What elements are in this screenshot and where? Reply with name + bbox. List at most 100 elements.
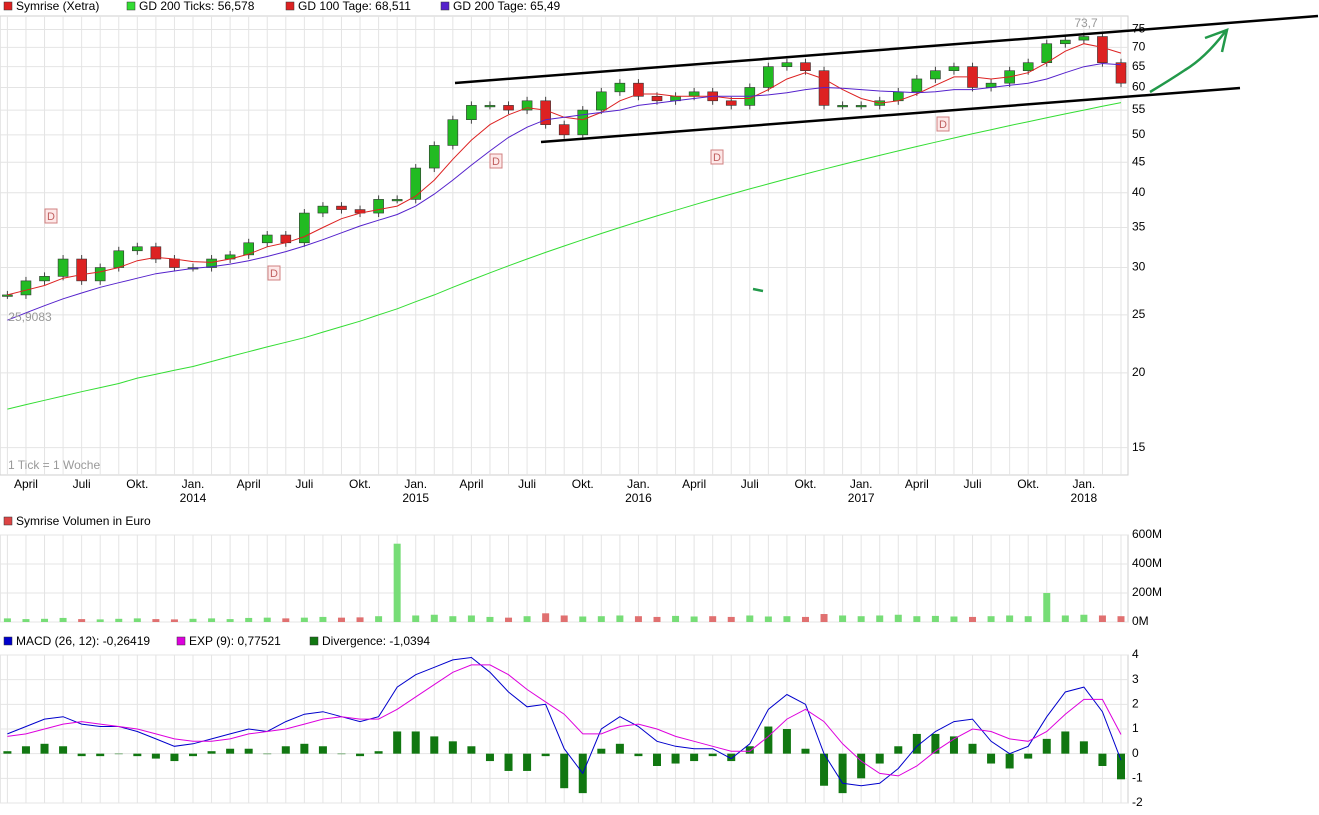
candle [206, 258, 217, 268]
bar [21, 746, 30, 754]
bar [448, 741, 457, 754]
x-tick-label: Jan. [1073, 477, 1096, 491]
candle [911, 78, 923, 93]
legend-label: Symrise (Xetra) [16, 0, 99, 13]
candle [113, 250, 125, 268]
candle [132, 246, 143, 252]
candle [1060, 39, 1071, 45]
volume-bar [282, 618, 290, 622]
dividend-box [267, 265, 281, 281]
x-tick-label: Juli [741, 477, 759, 491]
x-year-label: 2014 [180, 491, 207, 505]
bar [393, 731, 402, 754]
bar [77, 753, 86, 757]
x-tick-label: Jan. [850, 477, 873, 491]
legend-swatch [440, 1, 450, 11]
x-year-label: 2016 [625, 491, 652, 505]
bar [653, 753, 661, 766]
x-tick-label: Juli [295, 477, 313, 491]
legend-label: MACD (26, 12): -0,26419 [16, 634, 150, 648]
candle [391, 199, 403, 202]
x-tick-label: April [237, 477, 261, 491]
y-tick-label: 4 [1132, 647, 1139, 661]
volume-bar [263, 617, 271, 622]
volume-bar [653, 616, 661, 622]
candle [614, 82, 626, 93]
marks: 152025303540455055606570750M200M400M600M… [0, 0, 1162, 809]
volume-bar [839, 615, 847, 622]
bar [1005, 753, 1014, 769]
line [7, 664, 1122, 777]
legend-swatch [285, 1, 295, 11]
bar [801, 748, 810, 754]
candle [577, 109, 589, 136]
legend-swatch [3, 636, 13, 646]
volume-bar [801, 616, 809, 622]
volume-bar [709, 616, 717, 622]
volume-bar [597, 616, 605, 622]
bar [300, 743, 309, 754]
volume-bar [1117, 616, 1125, 622]
volume-bar [393, 543, 401, 622]
volume-bar [412, 615, 420, 622]
candle [39, 276, 50, 282]
line [7, 656, 1122, 787]
y-tick-label: 25 [1132, 307, 1146, 321]
candle [781, 62, 793, 67]
candle [94, 267, 106, 282]
bar [337, 753, 346, 755]
dividend-marker: D [270, 268, 278, 280]
legend-label: GD 200 Tage: 65,49 [453, 0, 561, 13]
candle [1115, 62, 1127, 84]
x-tick-label: April [459, 477, 483, 491]
candle [261, 234, 273, 244]
legend-label: GD 100 Tage: 68,511 [298, 0, 411, 13]
volume-bar [430, 614, 438, 622]
bar [207, 751, 216, 754]
arrow-shaft [1149, 31, 1226, 94]
volume-bar [449, 616, 457, 622]
bar [59, 746, 68, 754]
y-tick-label: 0M [1132, 614, 1149, 628]
y-tick-label: 600M [1132, 527, 1162, 541]
y-tick-label: 1 [1132, 721, 1139, 735]
volume-bar [764, 616, 772, 622]
bar [1042, 738, 1051, 754]
x-year-label: 2018 [1071, 491, 1098, 505]
volume-bar [876, 615, 884, 622]
candle [800, 62, 811, 72]
bar [151, 753, 160, 759]
y-tick-label: 40 [1132, 185, 1146, 199]
volume-bar [727, 616, 735, 622]
bar [987, 753, 996, 764]
legend-label: GD 200 Ticks: 56,578 [139, 0, 255, 13]
dividend-box [710, 149, 724, 165]
volume-bar [245, 617, 253, 622]
y-tick-label: 400M [1132, 556, 1162, 570]
volume-bar [1043, 593, 1051, 622]
volume-bar [1024, 616, 1032, 622]
arrow-head [1204, 28, 1229, 53]
volume-bar [300, 617, 308, 622]
volume-bar [208, 618, 216, 622]
bar [430, 736, 439, 754]
volume-bar [634, 616, 642, 622]
volume-bar [319, 616, 327, 622]
volume-bar [523, 616, 531, 622]
dividend-marker: D [492, 156, 500, 168]
y-tick-label: 60 [1132, 80, 1146, 94]
annotation: 1 Tick = 1 Woche [8, 458, 100, 472]
candle [688, 91, 700, 97]
x-tick-label: Jan. [627, 477, 650, 491]
volume-bar [820, 614, 828, 622]
dividend-box [489, 153, 503, 169]
y-tick-label: 20 [1132, 365, 1146, 379]
x-tick-label: April [682, 477, 706, 491]
bar [727, 753, 736, 762]
dividend-marker: D [713, 152, 721, 164]
bar [745, 746, 754, 754]
x-tick-label: Okt. [1017, 477, 1039, 491]
candle [633, 82, 644, 97]
volume-bar [542, 613, 550, 622]
volume-bar [950, 616, 958, 622]
